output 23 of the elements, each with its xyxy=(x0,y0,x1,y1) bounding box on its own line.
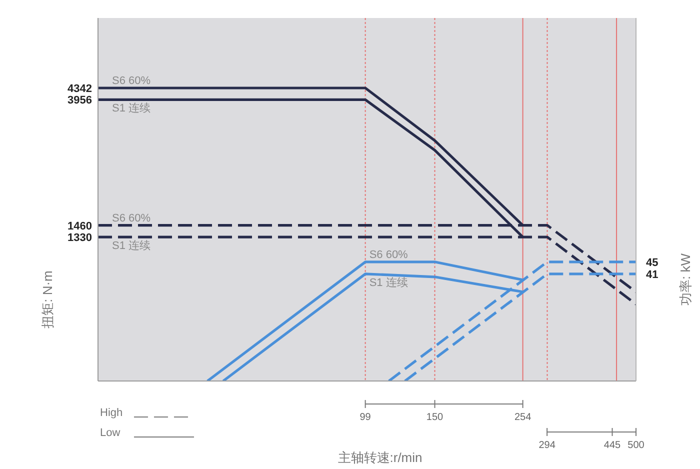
y-tick-label: 1330 xyxy=(68,232,92,244)
y2-tick-label: 45 xyxy=(646,256,658,269)
x-tick-label: 99 xyxy=(360,412,372,423)
y2-axis-title: 功率: kW xyxy=(678,252,693,306)
x2-tick-label: 294 xyxy=(538,440,556,451)
series-label: S6 60% xyxy=(112,75,151,88)
text: High xyxy=(100,407,123,419)
x2-tick-label: 445 xyxy=(604,440,622,451)
y-tick-label: 3956 xyxy=(68,94,92,107)
x2-tick-label: 500 xyxy=(628,440,645,451)
series-label: S6 60% xyxy=(369,248,408,261)
y-axis-title: 扭矩: N·m xyxy=(40,270,55,328)
x-tick-label: 150 xyxy=(426,412,444,423)
series-label: S6 60% xyxy=(112,212,151,224)
x-tick-label: 254 xyxy=(514,412,532,423)
series-label: S1 连续 xyxy=(369,276,408,289)
y-tick-label: 1460 xyxy=(68,220,92,232)
y-tick-label: 4342 xyxy=(68,83,92,96)
text: Low xyxy=(100,427,120,439)
y2-tick-label: 41 xyxy=(646,268,658,281)
series-label: S1 连续 xyxy=(112,102,151,115)
x-axis-title: 主轴转速:r/min xyxy=(338,450,422,465)
series-label: S1 连续 xyxy=(112,239,151,252)
